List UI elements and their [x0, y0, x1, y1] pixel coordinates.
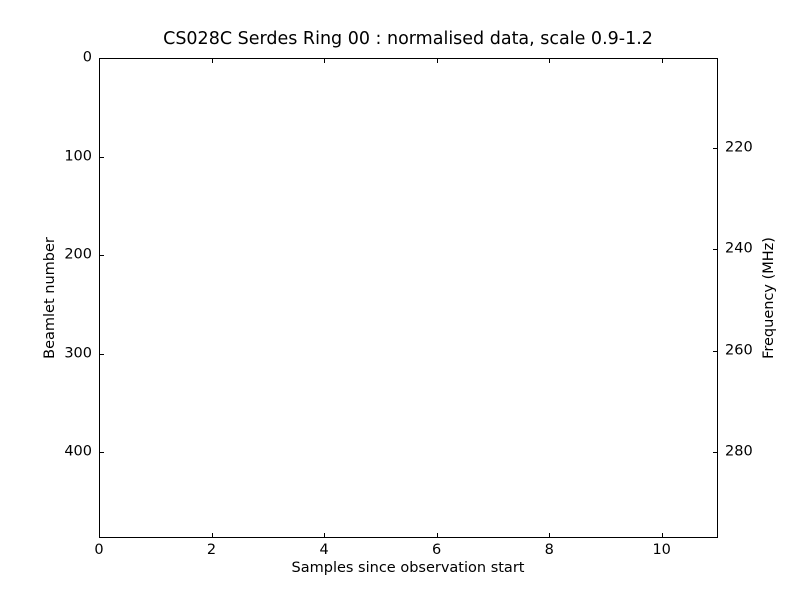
- y-left-tick: [100, 156, 104, 158]
- y-right-tick: [713, 249, 717, 251]
- x-tick-label: 6: [431, 542, 442, 558]
- x-tick-label: 8: [544, 542, 554, 558]
- x-tick-label: 0: [94, 542, 104, 558]
- y-left-tick-label: 200: [64, 246, 92, 263]
- x-tick-top: [99, 59, 100, 63]
- x-tick-bottom: [211, 533, 213, 537]
- x-tick-top: [324, 59, 326, 63]
- x-tick-top: [549, 59, 551, 63]
- y-left-tick-label: 0: [82, 49, 92, 66]
- y-right-tick-label: 260: [725, 342, 753, 359]
- x-tick-label: 2: [206, 542, 217, 558]
- x-tick-bottom: [324, 533, 326, 537]
- x-tick-top: [661, 59, 663, 63]
- x-tick-label: 4: [319, 542, 329, 558]
- y-right-tick-label: 220: [725, 139, 753, 156]
- x-tick-label: 10: [652, 542, 671, 558]
- y-axis-label-left: Beamlet number: [42, 237, 58, 359]
- y-left-tick: [100, 255, 104, 257]
- y-right-tick: [713, 148, 717, 150]
- y-left-tick-label: 300: [64, 345, 92, 362]
- x-tick-bottom: [436, 533, 438, 537]
- y-left-tick-label: 400: [64, 443, 92, 460]
- x-tick-top: [211, 59, 213, 63]
- y-right-tick: [713, 350, 717, 352]
- y-right-tick-label: 240: [725, 241, 753, 258]
- y-left-tick-label: 100: [64, 148, 92, 165]
- y-right-tick-label: 280: [725, 443, 753, 460]
- plot-title: CS028C Serdes Ring 00 : normalised data,…: [163, 29, 653, 49]
- x-tick-top: [436, 59, 438, 63]
- x-tick-bottom: [99, 533, 100, 537]
- y-right-tick: [713, 451, 717, 453]
- y-axis-label-right: Frequency (MHz): [761, 237, 777, 359]
- y-left-tick: [100, 353, 104, 355]
- x-tick-bottom: [549, 533, 551, 537]
- y-left-tick: [100, 452, 104, 454]
- y-left-tick: [100, 58, 104, 59]
- x-axis-label: Samples since observation start: [291, 560, 525, 576]
- x-tick-bottom: [661, 533, 663, 537]
- plot-area: [99, 58, 718, 538]
